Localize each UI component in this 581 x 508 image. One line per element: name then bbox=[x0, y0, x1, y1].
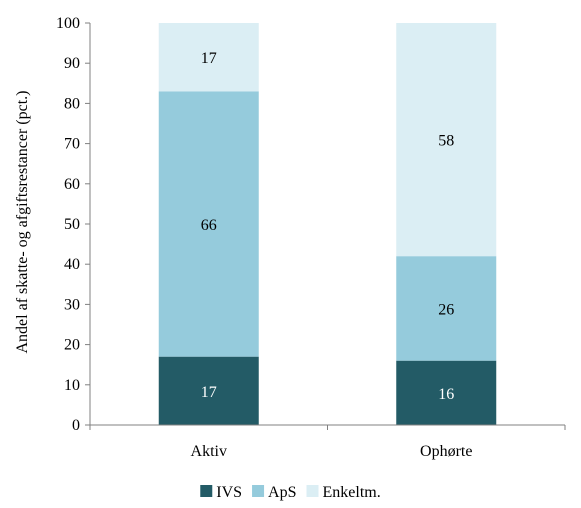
y-tick-label: 90 bbox=[64, 55, 80, 72]
legend-swatch-aps bbox=[252, 485, 265, 497]
y-tick-label: 80 bbox=[64, 95, 80, 112]
axes-layer: 0 10 20 30 40 50 60 70 80 90 100 Aktiv Ophørte bbox=[56, 15, 566, 460]
legend-swatch-enkeltm bbox=[306, 485, 319, 497]
legend-label: IVS bbox=[216, 484, 242, 501]
bars-layer: 17 66 17 16 26 58 bbox=[158, 23, 497, 425]
data-label: 58 bbox=[438, 133, 454, 150]
bar-segment-ivs-ophrte bbox=[396, 360, 497, 425]
bar-segment-enkeltm-aktiv bbox=[158, 23, 259, 92]
y-tick-label: 30 bbox=[64, 296, 80, 313]
y-tick-label: 20 bbox=[64, 337, 80, 354]
y-tick-label: 50 bbox=[64, 216, 80, 233]
legend-label: ApS bbox=[268, 484, 296, 501]
data-label: 16 bbox=[438, 386, 454, 403]
data-label: 17 bbox=[201, 384, 217, 401]
bar-segment-aps-aktiv bbox=[158, 91, 259, 357]
data-label: 26 bbox=[438, 301, 454, 318]
bar-segment-ivs-aktiv bbox=[158, 356, 259, 425]
x-tick-label: Aktiv bbox=[191, 443, 227, 460]
y-tick-label: 40 bbox=[64, 256, 80, 273]
legend-swatch-ivs bbox=[200, 485, 213, 497]
x-tick-label: Ophørte bbox=[420, 443, 472, 460]
y-tick-label: 60 bbox=[64, 176, 80, 193]
y-tick-label: 0 bbox=[72, 417, 80, 434]
bar-segment-aps-ophrte bbox=[396, 256, 497, 361]
y-tick-label: 100 bbox=[56, 15, 80, 32]
legend: IVS ApS Enkeltm. bbox=[200, 484, 381, 501]
y-tick-label: 10 bbox=[64, 377, 80, 394]
legend-label: Enkeltm. bbox=[323, 484, 381, 501]
data-label: 17 bbox=[201, 50, 217, 67]
bar-segment-enkeltm-ophrte bbox=[396, 23, 497, 257]
y-tick-label: 70 bbox=[64, 136, 80, 153]
y-axis-title: Andel af skatte- og afgiftsrestancer (pc… bbox=[14, 91, 31, 354]
data-label: 66 bbox=[201, 217, 217, 234]
